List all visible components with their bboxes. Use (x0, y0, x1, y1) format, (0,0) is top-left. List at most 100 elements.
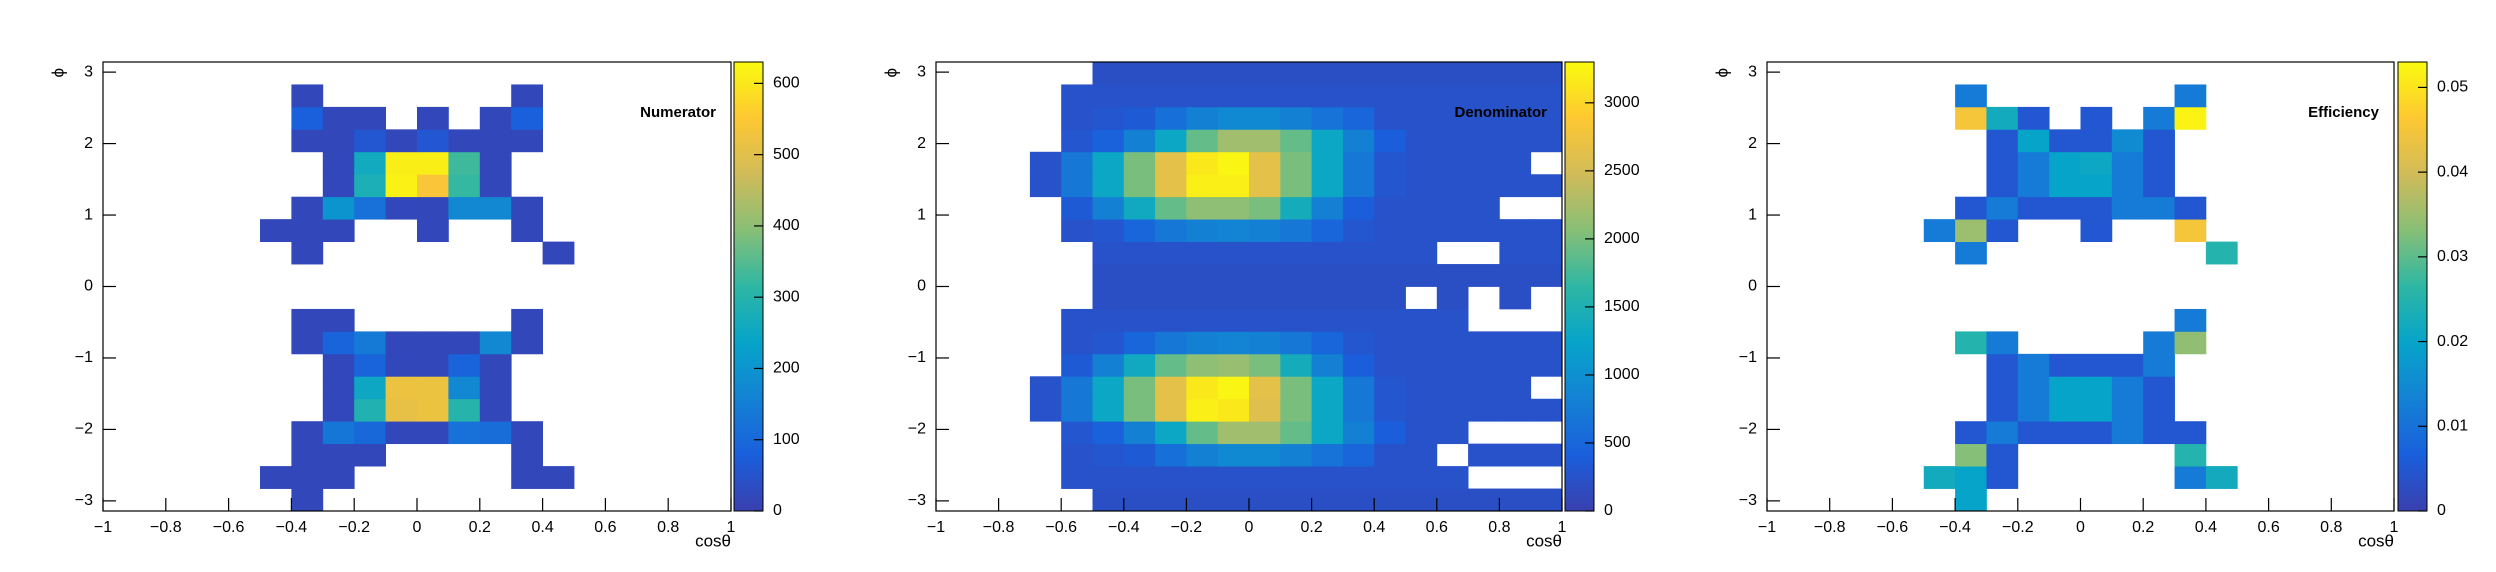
x-tick-label: 0.4 (2195, 519, 2217, 536)
x-tick-label: 1 (2390, 519, 2399, 536)
x-tick-label: −1 (94, 519, 112, 536)
heat-cell (1955, 466, 1987, 489)
heat-cell (1530, 84, 1563, 108)
heat-cell (2143, 331, 2175, 355)
heat-cell (1092, 353, 1125, 377)
colorbar-tick-label: 3000 (1604, 94, 1640, 111)
heat-cell (417, 151, 449, 175)
heat-cell (1186, 84, 1219, 108)
heat-cell (1986, 151, 2019, 175)
heat-cell (1342, 129, 1375, 153)
x-tick-label: 0.4 (1363, 519, 1385, 536)
heat-cell (1155, 308, 1187, 332)
heat-cell (511, 219, 543, 243)
heat-cell (1186, 264, 1219, 287)
heat-cell (1436, 421, 1469, 445)
heat-cell (1986, 129, 2019, 153)
heat-cell (2017, 129, 2050, 153)
heat-cell (1436, 151, 1469, 175)
heat-cell (1530, 174, 1563, 198)
heat-cell (1342, 286, 1375, 310)
heat-cell (1186, 174, 1219, 198)
heat-cell (1468, 353, 1500, 377)
heat-cell (1436, 466, 1469, 489)
heat-cell (1468, 331, 1500, 355)
heat-cell (1436, 264, 1469, 287)
heat-cell (1123, 421, 1156, 445)
heat-cell (1530, 241, 1563, 265)
heat-cell (1249, 264, 1281, 287)
colorbar-tick-label: 2000 (1604, 230, 1640, 247)
heat-cell (1374, 106, 1406, 130)
heat-cell (1092, 151, 1125, 175)
chart-title: Efficiency (2308, 104, 2380, 121)
y-tick-label: 0 (917, 278, 926, 295)
heat-cell (1092, 286, 1125, 310)
y-tick-label: −2 (75, 421, 93, 438)
heat-cell (1092, 264, 1125, 287)
heat-cell (1374, 241, 1406, 265)
heat-cell (2049, 376, 2081, 400)
heat-cell (1186, 62, 1219, 85)
chart-title: Numerator (640, 104, 716, 121)
heat-cell (1155, 129, 1187, 153)
heat-cell (1405, 308, 1438, 332)
heat-cell (1280, 488, 1312, 512)
heat-cell (385, 174, 418, 198)
heat-cell (2174, 466, 2207, 489)
heat-cell (1311, 174, 1344, 198)
heat-cell (1955, 219, 1987, 243)
colorbar-tick-label: 200 (773, 360, 800, 377)
heat-cell (2049, 196, 2081, 220)
heat-cell (2143, 151, 2175, 175)
x-tick-label: −0.6 (1877, 519, 1909, 536)
heat-cell (354, 398, 386, 422)
heat-cell (479, 174, 512, 198)
y-tick-label: 0 (1748, 278, 1757, 295)
x-tick-label: 0.8 (1488, 519, 1510, 536)
heat-cell (1342, 398, 1375, 422)
heat-cell (1155, 174, 1187, 198)
heat-cell (1405, 129, 1438, 153)
heat-cell (1123, 466, 1156, 489)
heat-cell (1217, 376, 1250, 400)
heat-cell (1217, 353, 1250, 377)
x-axis-title: cosθ (695, 531, 731, 550)
plot-area (260, 84, 575, 512)
heat-cell (1530, 264, 1563, 287)
heat-cell (479, 398, 512, 422)
heat-cell (1374, 488, 1406, 512)
heat-cell (479, 376, 512, 400)
heat-cell (1061, 174, 1093, 198)
heat-cell (1061, 398, 1093, 422)
heat-cell (1986, 219, 2019, 243)
heat-cell (1155, 286, 1187, 310)
heat-cell (1155, 106, 1187, 130)
heat-cell (1374, 466, 1406, 489)
heat-cell (2049, 398, 2081, 422)
heat-cell (322, 129, 355, 153)
heat-cell (1955, 106, 1987, 130)
y-tick-label: −1 (908, 349, 926, 366)
heat-cell (1092, 84, 1125, 108)
heat-cell (1249, 353, 1281, 377)
heat-cell (1092, 62, 1125, 85)
heat-cell (1123, 398, 1156, 422)
heat-cell (1155, 219, 1187, 243)
heat-cell (1955, 421, 1987, 445)
heat-cell (2017, 151, 2050, 175)
heat-cell (1061, 196, 1093, 220)
heat-cell (1186, 196, 1219, 220)
heat-cell (448, 376, 481, 400)
heat-cell (1061, 421, 1093, 445)
heat-cell (1311, 286, 1344, 310)
heat-cell (1061, 466, 1093, 489)
heat-cell (1186, 106, 1219, 130)
heat-cell (2174, 421, 2207, 445)
heat-cell (385, 353, 418, 377)
heat-cell (1342, 62, 1375, 85)
heat-cell (417, 376, 449, 400)
heat-cell (1468, 84, 1500, 108)
heat-cell (1311, 331, 1344, 355)
heat-cell (1374, 398, 1406, 422)
